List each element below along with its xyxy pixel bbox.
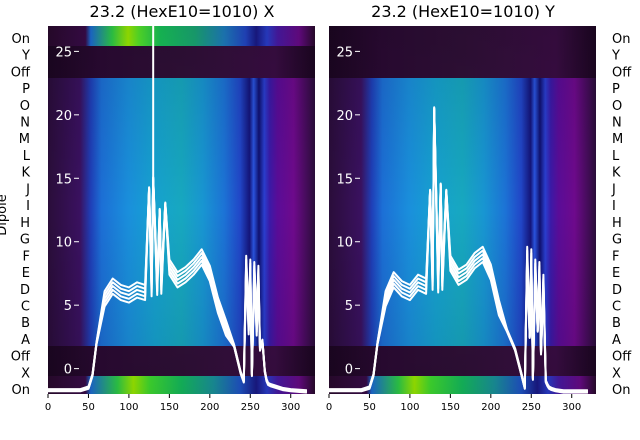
x-tick-labels: 0 50 100 150 200 250 300 (45, 394, 300, 413)
dipole-label: On (12, 32, 30, 47)
x-tick-label: 100 (400, 402, 419, 413)
dipole-label: P (22, 82, 30, 97)
y-tick-label: 10 (55, 236, 72, 251)
dipole-label: Off (11, 65, 31, 80)
dipole-label: O (612, 99, 622, 114)
x-tick-label: 300 (562, 402, 581, 413)
dipole-label: C (612, 300, 621, 315)
dipole-label: F (612, 249, 619, 264)
x-tick-label: 300 (281, 402, 300, 413)
dipole-label: On (612, 32, 630, 47)
x-tick-label: 200 (481, 402, 500, 413)
dipole-label: N (612, 116, 622, 131)
signal-trace (48, 26, 307, 394)
dipole-label: K (21, 166, 30, 181)
y-tick-label: 0 (345, 363, 353, 378)
dipole-label: D (20, 283, 30, 298)
heatmap-panel-y: 23.2 (HexE10=1010) Y 0 5 10 15 20 25 0 50 100 15… (326, 2, 632, 413)
dipole-label: O (20, 99, 30, 114)
y-tick-labels: 0 5 10 15 20 25 (55, 45, 79, 378)
trace-line (329, 106, 588, 392)
x-tick-label: 50 (82, 402, 95, 413)
x-tick-label: 200 (200, 402, 219, 413)
dipole-label: J (25, 182, 30, 197)
x-tick-label: 250 (241, 402, 260, 413)
dipole-label: D (612, 283, 622, 298)
dipole-label: On (12, 383, 30, 398)
dipole-label: Off (11, 350, 31, 365)
signal-trace (329, 106, 588, 394)
panel-title: 23.2 (HexE10=1010) Y (371, 2, 555, 21)
x-tick-label: 50 (363, 402, 376, 413)
dipole-label: B (612, 316, 621, 331)
dipole-label: X (21, 366, 30, 381)
y-tick-label: 10 (336, 236, 353, 251)
dipole-label: E (22, 266, 30, 281)
x-tick-label: 150 (441, 402, 460, 413)
y-tick-label: 25 (336, 45, 353, 60)
y-tick-label: 15 (336, 172, 353, 187)
y-tick-label: 20 (55, 109, 72, 124)
dipole-label: M (19, 132, 30, 147)
heatmap-image (329, 26, 596, 394)
y-tick-label: 5 (345, 299, 353, 314)
dipole-label: B (21, 316, 30, 331)
heatmap-image (48, 26, 315, 394)
dipole-label: L (23, 149, 31, 164)
dipole-label: G (20, 233, 30, 248)
dipole-label: Y (611, 49, 620, 64)
x-tick-label: 150 (160, 402, 179, 413)
x-tick-labels: 0 50 100 150 200 250 300 (326, 394, 581, 413)
dipole-label: M (612, 132, 623, 147)
dipole-label: X (612, 366, 621, 381)
dipole-label: Off (612, 65, 632, 80)
dipole-label: C (21, 300, 30, 315)
y-tick-label: 15 (55, 172, 72, 187)
y-tick-label: 20 (336, 109, 353, 124)
dipole-label: Off (612, 350, 632, 365)
dipole-label: J (611, 182, 616, 197)
panel-title: 23.2 (HexE10=1010) X (90, 2, 275, 21)
dipole-label: N (20, 116, 30, 131)
dipole-label: P (612, 82, 620, 97)
dipole-label: L (612, 149, 620, 164)
dipole-label: K (612, 166, 621, 181)
x-tick-label: 250 (522, 402, 541, 413)
dipole-label: H (20, 216, 30, 231)
x-tick-label: 0 (45, 402, 51, 413)
dipole-label: H (612, 216, 622, 231)
y-tick-label: 5 (64, 299, 72, 314)
dipole-label: E (612, 266, 620, 281)
y-tick-label: 0 (64, 363, 72, 378)
x-tick-label: 0 (326, 402, 332, 413)
dipole-label: G (612, 233, 622, 248)
y-axis-label: Dipole (0, 194, 10, 235)
dipole-label: F (23, 249, 30, 264)
dipole-label: A (612, 333, 621, 348)
x-tick-label: 100 (119, 402, 138, 413)
heatmap-panel-x: 23.2 (HexE10=1010) X Dipole 0 5 10 15 20 25 0… (0, 2, 315, 413)
dipole-label: A (21, 333, 30, 348)
dipole-label: I (612, 199, 616, 214)
y-tick-label: 25 (55, 45, 72, 60)
trace-line (48, 176, 307, 392)
dipole-label: I (26, 199, 30, 214)
dipole-label: On (612, 383, 630, 398)
y-tick-labels: 0 5 10 15 20 25 (336, 45, 360, 378)
dipole-label: Y (21, 49, 30, 64)
